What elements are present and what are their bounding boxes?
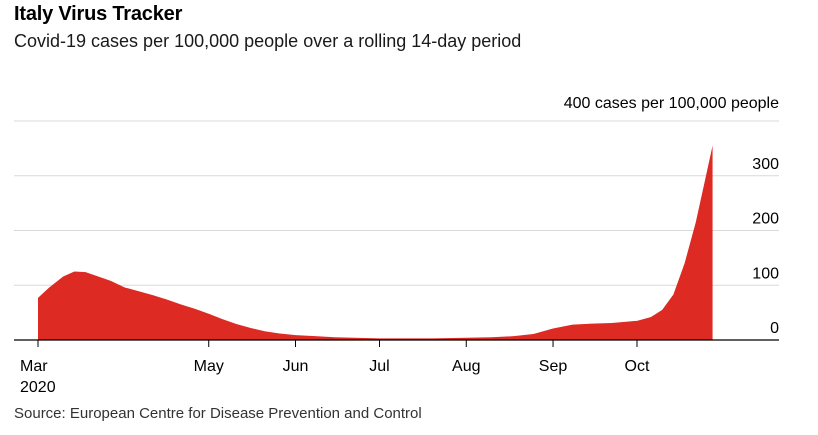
x-tick-label: Sep	[539, 358, 568, 375]
x-tick-label: May	[194, 358, 224, 375]
x-tick-label: Jul	[369, 358, 389, 375]
y-tick-label: 200	[752, 211, 779, 228]
y-tick-label: 100	[752, 265, 779, 282]
y-tick-label: 300	[752, 156, 779, 173]
chart-subtitle: Covid-19 cases per 100,000 people over a…	[14, 31, 522, 51]
x-tick-label: Jun	[283, 358, 309, 375]
x-tick-label: Oct	[625, 358, 650, 375]
y-axis-unit-label: 400 cases per 100,000 people	[564, 95, 779, 112]
x-tick-label: Mar	[20, 358, 48, 375]
y-tick-label: 0	[770, 320, 779, 337]
x-tick-label: Aug	[452, 358, 480, 375]
source-note: Source: European Centre for Disease Prev…	[14, 405, 422, 422]
x-tick-year-label: 2020	[20, 379, 56, 396]
cases-area-series	[38, 145, 713, 340]
chart-title: Italy Virus Tracker	[14, 3, 183, 25]
